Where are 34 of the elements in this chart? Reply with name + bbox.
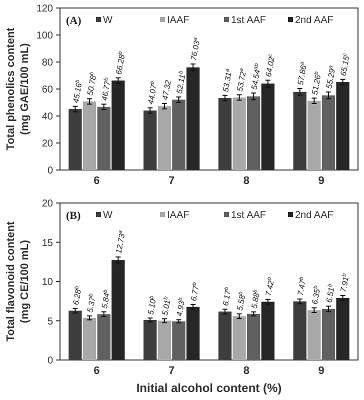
legend-label: W (103, 210, 113, 221)
legend-label: 2nd AAF (295, 15, 334, 26)
legend-label: IAAF (167, 210, 190, 221)
x-tick-label: 6 (94, 175, 100, 187)
x-tick-label: 7 (168, 175, 175, 187)
legend-label: IAAF (167, 15, 190, 26)
y-tick-label: 15 (42, 238, 54, 249)
x-tick-label: 6 (94, 365, 100, 377)
legend-label: 1st AAF (231, 15, 266, 26)
y-axis-title: Total phenolics content (mg GAE/100 mL) (5, 27, 31, 150)
y-tick-label: 20 (42, 138, 54, 150)
data-label: 47.32 (160, 78, 173, 101)
legend-label: 2nd AAF (295, 210, 334, 221)
y-tick-label: 5 (47, 316, 54, 328)
text: (A) (66, 15, 82, 27)
y-tick-label: 80 (42, 58, 54, 68)
y-tick-label: 100 (36, 30, 54, 42)
legend-label: 1st AAF (231, 210, 266, 221)
y-tick-label: 120 (36, 4, 54, 14)
x-tick-label: 9 (318, 175, 324, 187)
y-tick-label: 40 (42, 112, 54, 122)
y-tick-label: 0 (47, 356, 54, 366)
x-tick-label: 7 (168, 365, 175, 377)
y-tick-label: 60 (42, 84, 54, 96)
x-axis-title: Initial alcohol content (%) (136, 381, 282, 395)
legend-label: W (103, 15, 113, 26)
text: (B) (66, 210, 81, 222)
x-tick-label: 8 (243, 365, 250, 377)
x-tick-label: 8 (243, 175, 250, 187)
y-axis-title: Total flavonoid content (mg CE/100 mL) (5, 221, 31, 342)
y-tick-label: 10 (42, 277, 54, 288)
y-tick-label: 0 (47, 166, 54, 176)
y-tick-label: 20 (42, 198, 54, 210)
x-tick-label: 9 (318, 365, 324, 377)
